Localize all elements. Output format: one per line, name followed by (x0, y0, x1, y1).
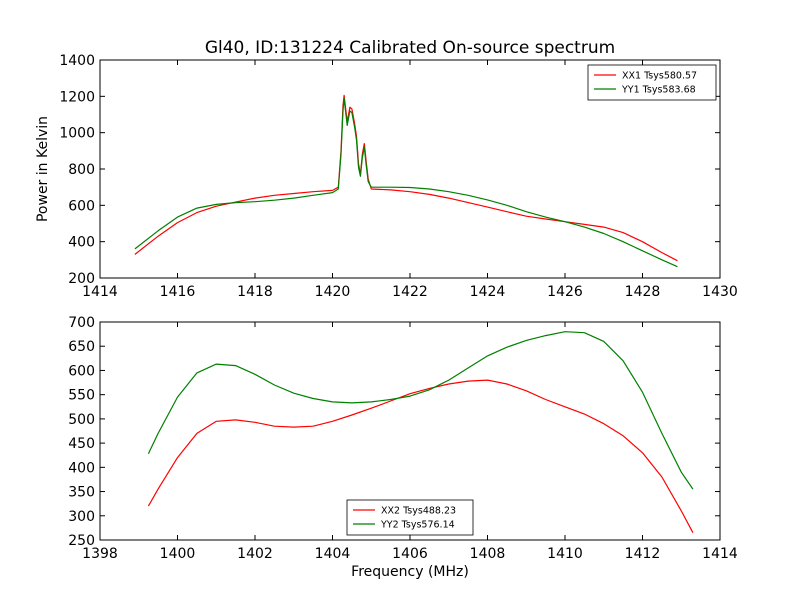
top-series-line-1 (134, 94, 678, 262)
top-y-tick-label: 1200 (59, 89, 95, 105)
top-y-tick-label: 600 (68, 198, 95, 214)
top-plot: 1414 1416 1418 1420 1422 1424 1426 1428 1430 200 4… (59, 53, 737, 300)
top-y-tick-label: 400 (68, 235, 95, 251)
top-y-tick-label: 1000 (59, 126, 95, 142)
bottom-y-tick-label: 400 (68, 460, 95, 476)
bottom-y-tick-label: 700 (68, 315, 95, 331)
top-x-tick-label: 1426 (547, 284, 583, 300)
bottom-y-tick-label: 450 (68, 436, 95, 452)
top-x-tick-label: 1416 (160, 284, 196, 300)
bottom-y-tick-label: 650 (68, 339, 95, 355)
bottom-x-axis-label: Frequency (MHz) (351, 564, 469, 580)
top-y-axis-label: Power in Kelvin (35, 116, 51, 222)
top-x-tick-label: 1430 (702, 284, 738, 300)
top-series-line-2 (134, 97, 678, 268)
top-x-tick-label: 1420 (315, 284, 351, 300)
bottom-y-tick-label: 550 (68, 388, 95, 404)
top-x-tick-label: 1422 (392, 284, 428, 300)
top-x-tick-label: 1424 (470, 284, 506, 300)
top-x-tick-label: 1418 (237, 284, 273, 300)
top-y-tick-label: 1400 (59, 53, 95, 69)
top-y-tick-label: 200 (68, 271, 95, 287)
bottom-x-tick-label: 1406 (392, 546, 428, 562)
bottom-legend-box (346, 499, 474, 536)
top-x-tick-label: 1428 (625, 284, 661, 300)
top-legend: XX1 Tsys580.57 YY1 Tsys583.68 (587, 64, 717, 101)
bottom-x-tick-label: 1414 (702, 546, 738, 562)
bottom-series-line-2 (147, 331, 694, 490)
top-y-tick-label: 800 (68, 162, 95, 178)
bottom-y-tick-label: 300 (68, 509, 95, 525)
top-legend-box (587, 64, 717, 101)
bottom-x-tick-label: 1410 (547, 546, 583, 562)
bottom-x-tick-label: 1412 (625, 546, 661, 562)
bottom-x-tick-label: 1404 (315, 546, 351, 562)
bottom-y-tick-label: 350 (68, 485, 95, 501)
bottom-x-tick-label: 1400 (160, 546, 196, 562)
bottom-x-tick-label: 1402 (237, 546, 273, 562)
bottom-plot: 1398 1400 1402 1404 1406 1408 1410 1412 1414 250 3… (68, 315, 738, 562)
bottom-legend-label-2: YY2 Tsys576.14 (380, 520, 455, 531)
bottom-y-tick-label: 600 (68, 363, 95, 379)
bottom-series-line-1 (147, 379, 694, 533)
chart-title: Gl40, ID:131224 Calibrated On-source spe… (205, 38, 615, 58)
bottom-x-tick-label: 1408 (470, 546, 506, 562)
top-x-tick-label: 1414 (82, 284, 118, 300)
bottom-x-tick-label: 1398 (82, 546, 118, 562)
bottom-legend: XX2 Tsys488.23 YY2 Tsys576.14 (346, 499, 474, 536)
bottom-y-tick-label: 500 (68, 412, 95, 428)
bottom-legend-label-1: XX2 Tsys488.23 (381, 506, 456, 517)
top-legend-label-1: XX1 Tsys580.57 (622, 71, 697, 82)
top-legend-label-2: YY1 Tsys583.68 (621, 85, 696, 96)
bottom-y-tick-label: 250 (68, 533, 95, 549)
